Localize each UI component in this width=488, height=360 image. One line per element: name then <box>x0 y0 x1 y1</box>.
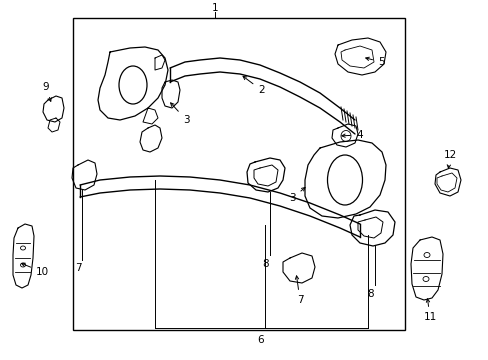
Text: 10: 10 <box>21 263 49 277</box>
Text: 5: 5 <box>365 57 384 67</box>
Text: 1: 1 <box>211 3 218 13</box>
Text: 9: 9 <box>42 82 51 101</box>
Text: 6: 6 <box>257 335 264 345</box>
Text: 7: 7 <box>75 263 81 273</box>
Text: 7: 7 <box>295 276 303 305</box>
Text: 2: 2 <box>243 76 264 95</box>
Text: 8: 8 <box>262 259 269 269</box>
Text: 12: 12 <box>443 150 456 168</box>
Text: 11: 11 <box>423 299 436 322</box>
Text: 3: 3 <box>289 188 305 203</box>
Text: 3: 3 <box>170 103 189 125</box>
Text: 8: 8 <box>367 289 373 299</box>
Bar <box>73 18 404 330</box>
Text: 4: 4 <box>341 130 362 140</box>
